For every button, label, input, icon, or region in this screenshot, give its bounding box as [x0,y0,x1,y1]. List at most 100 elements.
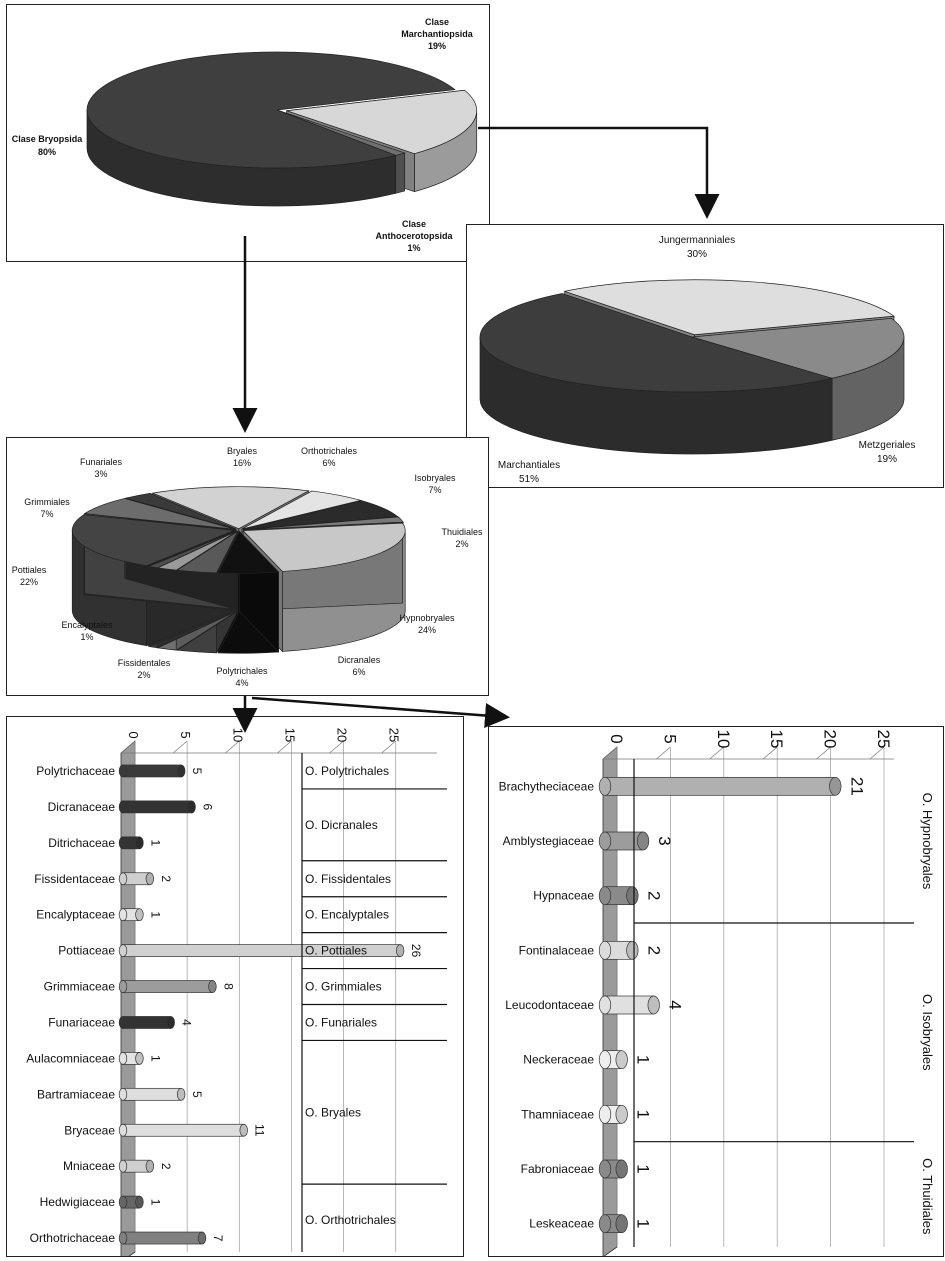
category-label: Orthotrichaceae [30,1231,116,1245]
bar-value-label: 1 [634,1164,653,1173]
pie-value-label: 51% [519,474,539,485]
bar-value-label: 26 [409,944,423,958]
pie-value-label: 7% [428,485,441,495]
pie-label: Polytrichales [216,666,268,676]
bar-cap [615,1104,628,1124]
bar-base [598,831,612,851]
bar-value-label: 2 [644,891,663,900]
pie-value-label: 24% [418,625,436,635]
bar-cap [615,1214,628,1234]
group-label: O. Dicranales [305,818,378,832]
bar-value-label: 5 [190,768,204,775]
bar-cap [197,1231,207,1245]
pie-label: Isobryales [414,473,456,483]
category-label: Mniaceae [63,1159,115,1173]
bar-value-label: 1 [634,1110,653,1119]
pie-slice [176,530,239,574]
bar-cap [636,831,650,851]
group-label: O. Orthotrichales [305,1213,396,1227]
bar-value-label: 2 [159,1163,173,1170]
gridline [172,740,188,754]
bar-cap [615,1050,628,1070]
pie-label: Orthotrichales [301,446,358,456]
pie-value-label: 22% [20,577,38,587]
group-label: O. Pottiales [305,944,367,958]
x-tick-label: 20 [335,728,350,742]
gridline [869,746,885,760]
category-label: Fontinalaceae [519,943,595,957]
bar-base [118,764,128,778]
pie-slice [86,51,456,169]
gridline [709,746,725,760]
pie-value-label: 16% [233,458,251,468]
pie-label: Marchantiales [498,460,560,471]
gridline [381,740,396,754]
category-label: Funariaceae [48,1015,115,1029]
bar-base [118,1052,128,1065]
pie-slice [124,493,237,530]
bar-base [118,836,128,850]
category-label: Thamniaceae [521,1107,594,1121]
bar-cap [187,800,196,814]
category-label: Amblystegiaceae [503,834,595,848]
pie-slice [479,293,834,393]
x-tick-label: 20 [821,730,840,749]
x-tick-label: 0 [607,734,626,743]
pie-value-label: 19% [877,454,897,465]
bar-base [118,980,128,993]
bar-base [118,908,128,922]
pie-slice [147,530,237,569]
pie-label: Marchantiopsida [401,29,474,39]
pie-slice [241,490,363,530]
bar-value-label: 5 [190,1091,204,1098]
bar-cap [626,940,639,960]
gridline [656,746,671,760]
x-tick-label: 15 [282,728,297,742]
pie-label: Anthocerotopsida [375,231,453,241]
pie-slice [71,514,235,567]
category-label: Fabroniaceae [521,1162,595,1176]
bar-cap [135,1052,144,1065]
gridline [225,740,240,754]
bar-base [118,872,128,886]
category-label: Ditrichaceae [48,836,115,850]
bar-cap [176,764,186,778]
bar-cap [135,1195,144,1209]
category-label: Bryaceae [64,1123,115,1137]
marchantiopsida-pie-panel: Jungermanniales 30% Metzgeriales 19% Marchan… [466,224,944,488]
bar-value-label: 4 [666,1000,685,1009]
pie-label: Funariales [80,457,123,467]
pie-label: Hypnobryales [399,613,455,623]
bar-base [598,1050,612,1070]
bar-base [598,886,612,906]
group-label: O. Encalyptales [305,908,389,922]
category-label: Polytrichaceae [36,764,115,778]
pie-value-label: 30% [687,249,707,260]
pie-value-label: 4% [235,678,248,688]
pie-label: Encalyptales [61,620,113,630]
bar-base [598,1104,612,1124]
bar-base [118,1087,128,1101]
pie-slice [83,498,235,530]
bar-cap [145,872,155,886]
bar-base [598,776,612,796]
bar-value-label: 1 [634,1219,653,1228]
x-tick-label: 15 [767,730,786,749]
category-label: Encalyptaceae [36,908,115,922]
pie-slice [563,279,895,336]
bar-base [118,1016,128,1029]
x-tick-label: 5 [660,734,679,743]
bar-base [118,1123,128,1137]
gridline [762,746,778,760]
x-tick-label: 25 [387,728,402,742]
group-label: O. Funariales [305,1015,377,1029]
arrow-to-marchantiopsida [478,126,720,219]
pie-label: Grimmiales [24,497,70,507]
pie-slice [691,318,905,379]
pie-value-label: 19% [428,41,446,51]
pie-value-label: 6% [352,667,365,677]
bar-cap [829,776,842,796]
families-bar-panel-left: 0 5 10 15 20 25 Polytrichaceae 5 Dicranaceae 6 Dit… [6,716,464,1261]
category-label: Fissidentaceae [34,872,115,886]
